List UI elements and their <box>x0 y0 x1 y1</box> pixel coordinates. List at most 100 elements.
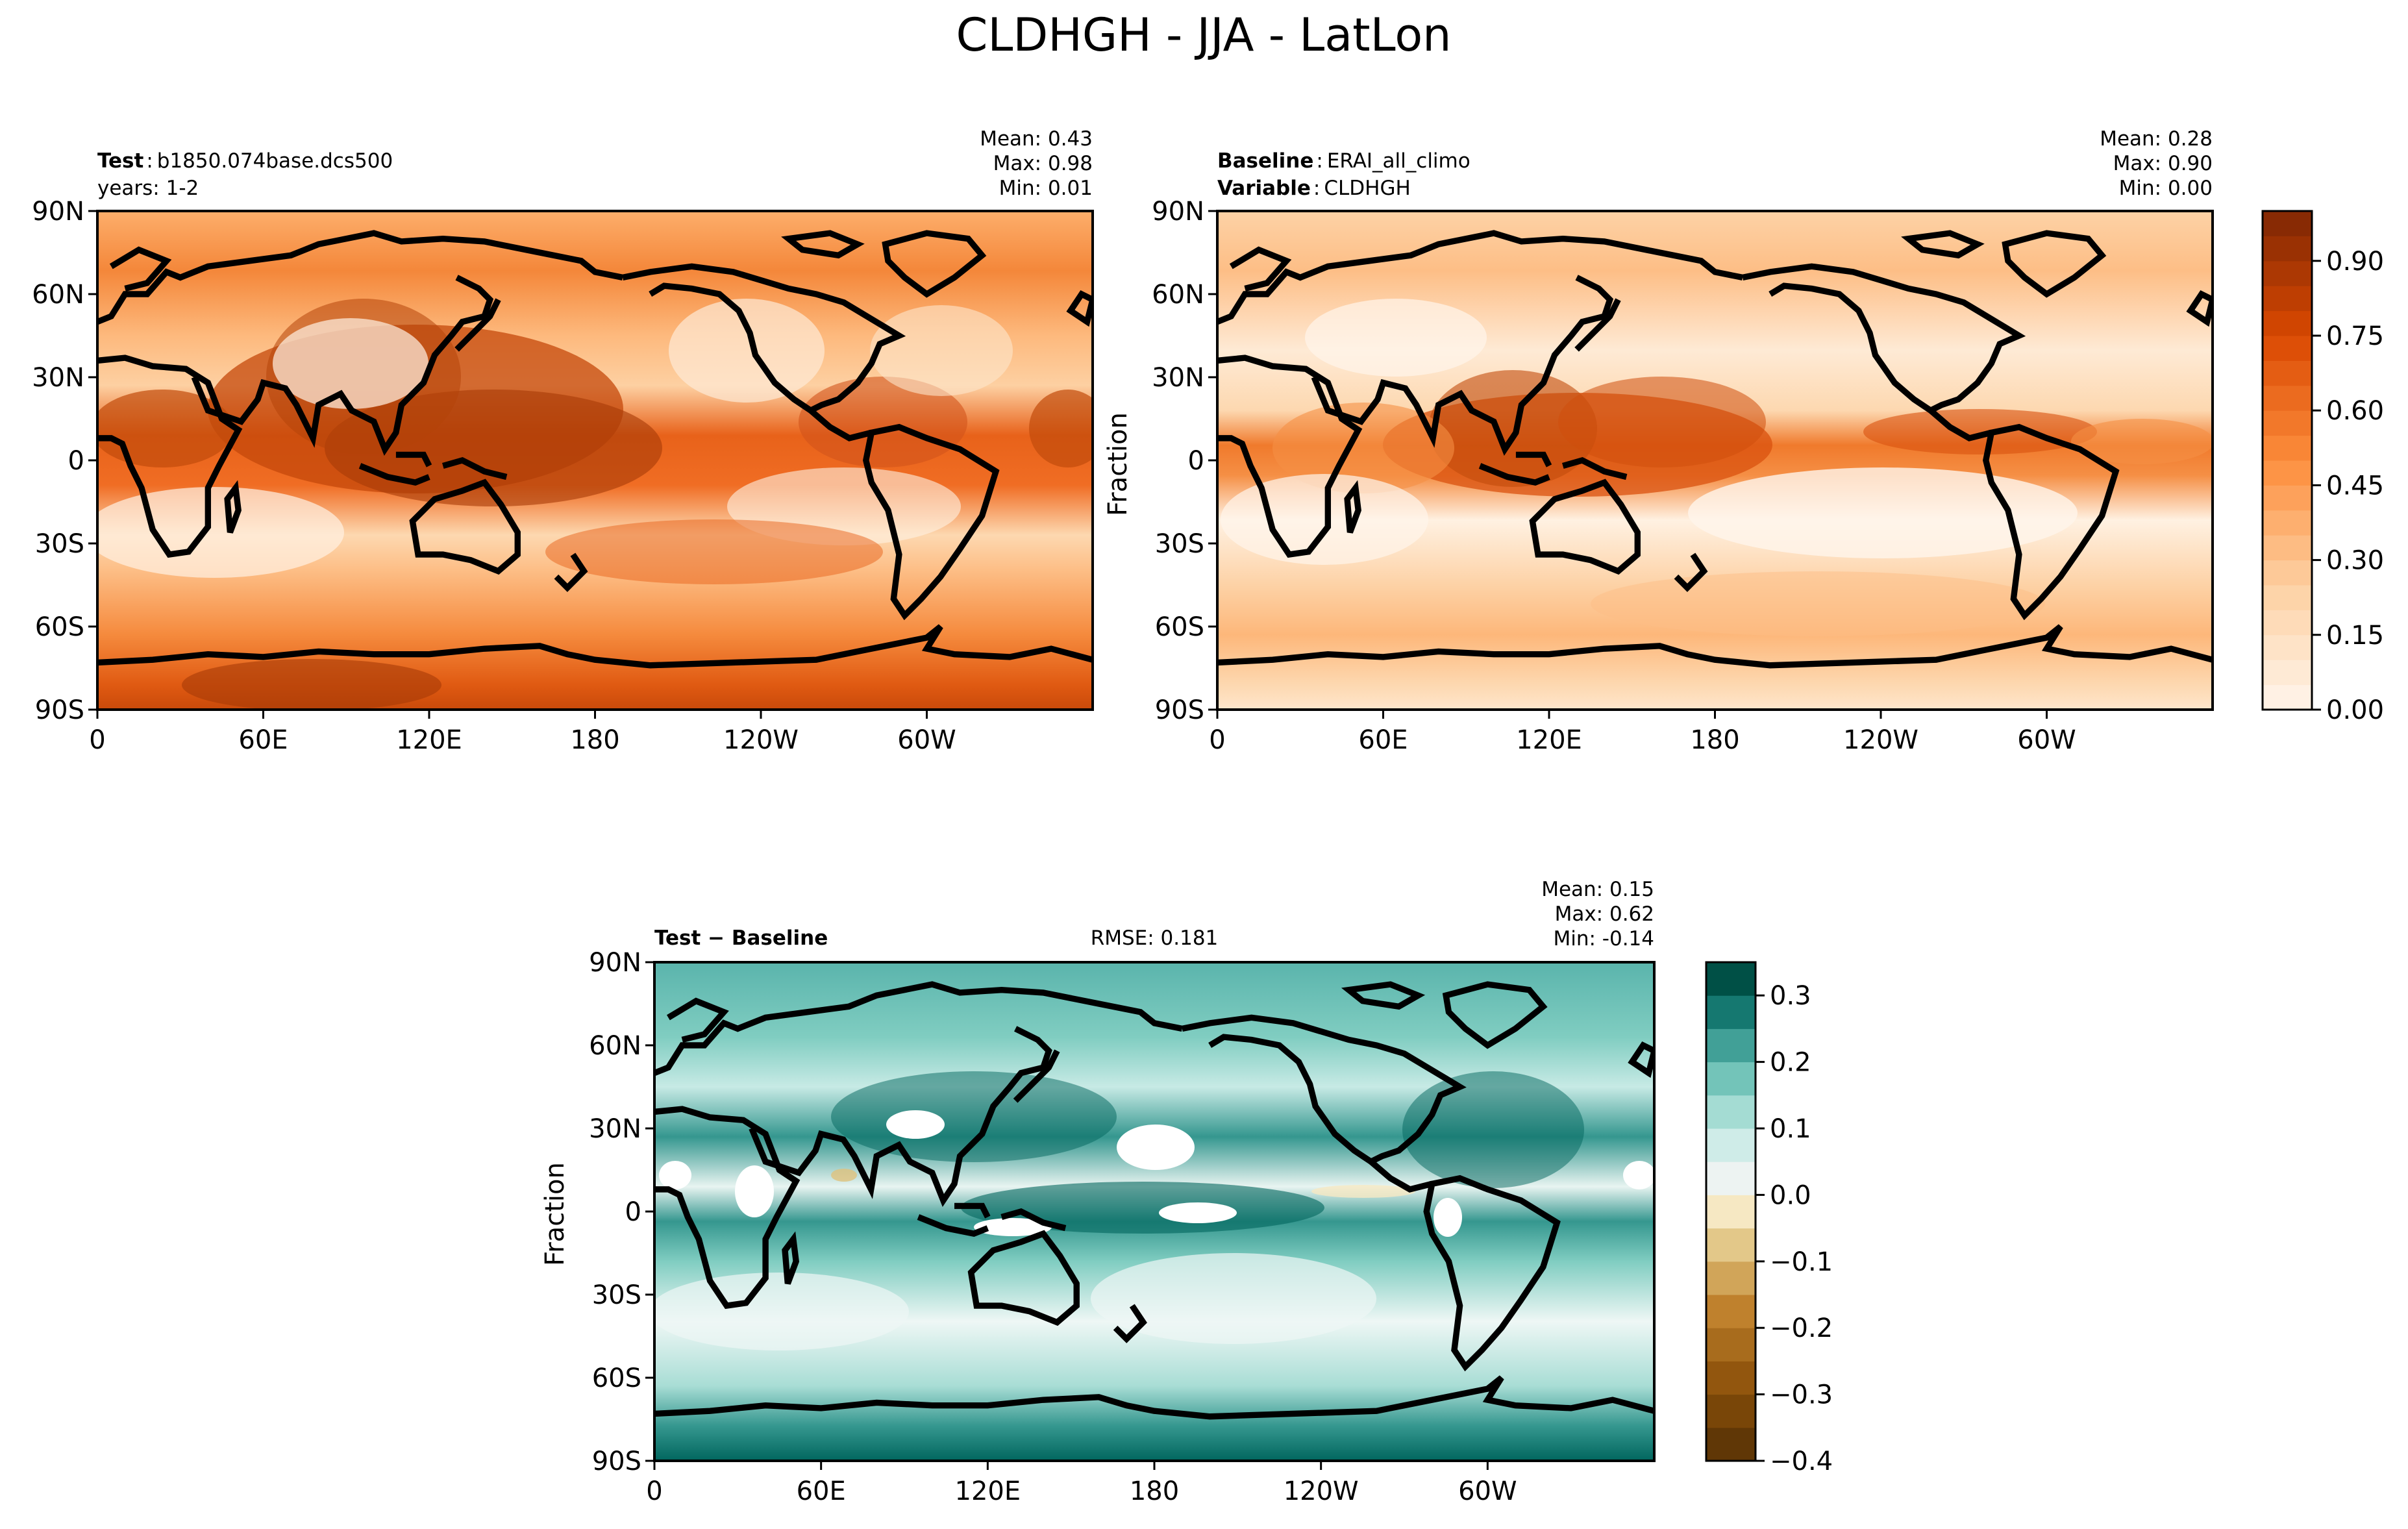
baseline-panel: Baseline: ERAI_all_climo Variable: CLDHGH … <box>1103 127 2214 755</box>
main-colorbar-tick-label: 0.90 <box>2326 247 2384 277</box>
baseline-variable: Variable: CLDHGH <box>1217 177 1411 200</box>
baseline-stat-max: Max: 0.90 <box>2113 152 2213 175</box>
main-colorbar-level <box>2263 560 2312 586</box>
baseline-lat-tick-label: 30N <box>1152 363 1204 393</box>
main-colorbar-level <box>2263 310 2312 336</box>
test-years: years: 1-2 <box>97 177 199 200</box>
main-colorbar-level <box>2263 236 2312 262</box>
diff-lat-tick-label: 30S <box>592 1280 641 1310</box>
test-lat-tick-label: 90S <box>35 695 84 725</box>
test-lon-tick-label: 60E <box>238 725 288 755</box>
test-stat-max: Max: 0.98 <box>993 152 1093 175</box>
baseline-lon-tick-label: 180 <box>1690 725 1739 755</box>
baseline-lon-tick-label: 120W <box>1843 725 1918 755</box>
baseline-lat-tick-label: 90N <box>1152 197 1204 227</box>
baseline-lat-tick-label: 0 <box>1188 446 1204 476</box>
diff-colorbar-tick-label: −0.1 <box>1770 1247 1833 1277</box>
main-colorbar-tick-label: 0.15 <box>2326 621 2384 651</box>
baseline-lat-tick-label: 60S <box>1155 612 1204 642</box>
test-lat-tick-label: 60S <box>35 612 84 642</box>
diff-colorbar-tick-label: 0.0 <box>1770 1180 1811 1210</box>
diff-colorbar-level <box>1706 1394 1756 1428</box>
main-colorbar-level <box>2263 535 2312 561</box>
main-colorbar-level <box>2263 385 2312 411</box>
main-colorbar-level <box>2263 211 2312 236</box>
test-lon-tick-label: 120E <box>396 725 462 755</box>
test-lat-tick-label: 30S <box>35 529 84 559</box>
baseline-stat-mean: Mean: 0.28 <box>2100 127 2213 151</box>
diff-colorbar-tick-label: 0.1 <box>1770 1114 1811 1144</box>
diff-colorbar-level <box>1706 1361 1756 1395</box>
main-colorbar-level <box>2263 684 2312 710</box>
diff-stat-max: Max: 0.62 <box>1555 902 1654 926</box>
diff-colorbar-level <box>1706 1095 1756 1129</box>
main-colorbar: 0.00 0.15 0.30 0.45 0.60 0.75 0.90 <box>2261 210 2384 725</box>
diff-colorbar-level <box>1706 1162 1756 1195</box>
diff-lon-tick-label: 120W <box>1284 1476 1359 1506</box>
diff-colorbar-level <box>1706 1028 1756 1063</box>
diff-lat-tick-label: 90N <box>589 948 641 978</box>
baseline-lon-tick-label: 0 <box>1209 725 1225 755</box>
main-colorbar-tick-label: 0.75 <box>2326 321 2384 351</box>
main-colorbar-level <box>2263 485 2312 511</box>
test-lon-tick-label: 120W <box>723 725 799 755</box>
baseline-stat-min: Min: 0.00 <box>2119 177 2213 200</box>
diff-lat-tick-label: 30N <box>589 1114 641 1144</box>
baseline-lon-tick-label: 120E <box>1516 725 1582 755</box>
diff-lat-tick-label: 60N <box>589 1031 641 1061</box>
test-stat-mean: Mean: 0.43 <box>980 127 1093 151</box>
main-colorbar-tick-label: 0.00 <box>2326 695 2384 725</box>
main-colorbar-level <box>2263 510 2312 536</box>
baseline-name: Baseline: ERAI_all_climo <box>1217 149 1471 173</box>
baseline-lon-tick-label: 60W <box>2017 725 2076 755</box>
main-colorbar-frame <box>2261 210 2313 711</box>
main-colorbar-level <box>2263 585 2312 610</box>
diff-colorbar-level <box>1706 995 1756 1029</box>
main-colorbar-level <box>2263 460 2312 486</box>
diff-name: Test − Baseline <box>654 926 828 950</box>
diff-colorbar-tick-label: 0.2 <box>1770 1048 1811 1078</box>
diff-colorbar-level <box>1706 1128 1756 1162</box>
diff-colorbar-level <box>1706 1062 1756 1096</box>
diff-lon-tick-label: 0 <box>646 1476 662 1506</box>
main-colorbar-level <box>2263 286 2312 312</box>
main-colorbar-level <box>2263 435 2312 461</box>
diff-lon-tick-label: 180 <box>1130 1476 1179 1506</box>
test-lon-tick-label: 60W <box>897 725 956 755</box>
baseline-lat-tick-label: 90S <box>1155 695 1204 725</box>
main-colorbar-tick-label: 0.30 <box>2326 546 2384 576</box>
diff-colorbar-tick-label: −0.4 <box>1770 1447 1833 1476</box>
main-colorbar-level <box>2263 360 2312 386</box>
diff-colorbar-level <box>1706 1195 1756 1229</box>
diff-colorbar-level <box>1706 1328 1756 1361</box>
main-colorbar-level <box>2263 260 2312 286</box>
test-lat-tick-label: 30N <box>32 363 84 393</box>
main-colorbar-tick-label: 0.45 <box>2326 471 2384 501</box>
test-stat-min: Min: 0.01 <box>999 177 1093 200</box>
main-colorbar-level <box>2263 610 2312 636</box>
diff-colorbar-level <box>1706 1295 1756 1328</box>
diff-colorbar-level <box>1706 962 1756 996</box>
main-colorbar-level <box>2263 660 2312 686</box>
diff-colorbar-level <box>1706 1228 1756 1262</box>
diff-lon-tick-label: 120E <box>955 1476 1021 1506</box>
diff-lon-tick-label: 60E <box>797 1476 846 1506</box>
diff-lat-tick-label: 60S <box>592 1363 641 1393</box>
test-lat-tick-label: 90N <box>32 197 84 227</box>
test-name: Test: b1850.074base.dcs500 <box>97 149 393 173</box>
diff-lat-tick-label: 0 <box>625 1197 641 1227</box>
baseline-lat-tick-label: 60N <box>1152 280 1204 310</box>
diff-colorbar-tick-label: 0.3 <box>1770 981 1811 1011</box>
main-colorbar-level <box>2263 336 2312 361</box>
diff-rmse: RMSE: 0.181 <box>1091 926 1219 950</box>
baseline-lon-tick-label: 60E <box>1358 725 1408 755</box>
test-lon-tick-label: 180 <box>570 725 619 755</box>
baseline-ylabel: Fraction <box>1103 412 1133 516</box>
main-colorbar-tick-label: 0.60 <box>2326 396 2384 426</box>
test-lon-tick-label: 0 <box>89 725 105 755</box>
diff-ylabel: Fraction <box>540 1162 570 1266</box>
diff-panel: Test − Baseline RMSE: 0.181 Mean: 0.15 M… <box>540 878 1656 1506</box>
